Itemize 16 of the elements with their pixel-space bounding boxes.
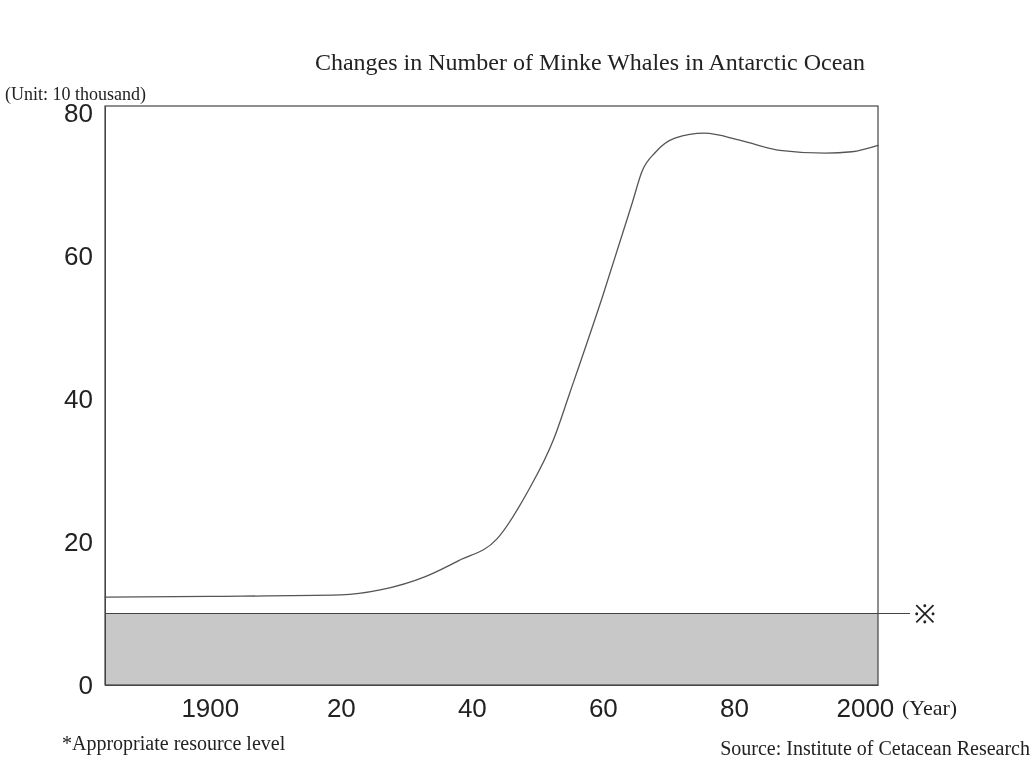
x-tick-label: 1900 xyxy=(181,693,240,724)
x-tick-label: 20 xyxy=(326,693,356,724)
line-series xyxy=(104,132,879,598)
y-tick-label: 60 xyxy=(64,240,93,271)
x-tick-label: 80 xyxy=(719,693,749,724)
y-tick-label: 20 xyxy=(64,526,93,557)
text: *Appropriate resource level xyxy=(62,732,286,755)
x-tick-label: 40 xyxy=(457,693,487,724)
source-note: Source: Institute of Cetacean Research xyxy=(720,737,1030,759)
chart-title: Changes in Number of Minke Whales in Antarctic Ocean xyxy=(314,49,866,75)
x-axis-title: (Year) xyxy=(902,695,958,720)
ref-line-label: ※ xyxy=(914,598,936,629)
x-tick-label: 60 xyxy=(588,693,618,724)
y-tick-label: 40 xyxy=(64,383,93,414)
x-tick-label: 2000 xyxy=(836,693,895,724)
y-tick-label: 0 xyxy=(78,669,93,700)
